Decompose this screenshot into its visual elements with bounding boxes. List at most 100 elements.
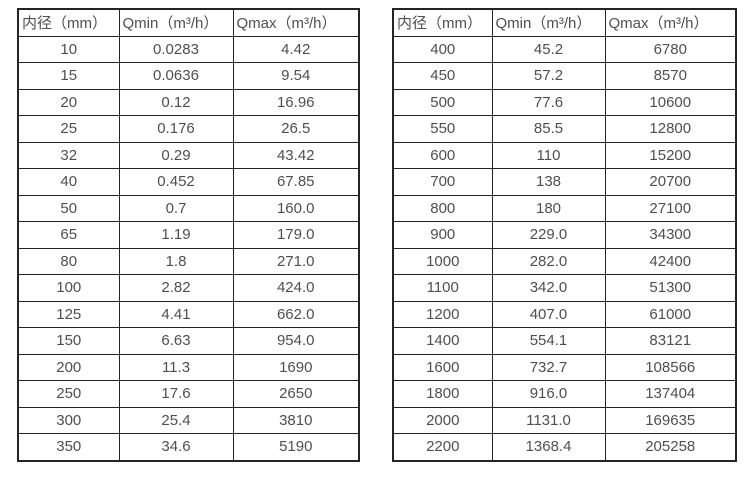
cell-qmax: 16.96 (232, 88, 360, 116)
cell-diameter: 80 (17, 247, 120, 275)
cell-qmin: 554.1 (491, 327, 606, 355)
col-header-qmin: Qmin（m³/h） (491, 8, 606, 37)
cell-qmin: 0.452 (118, 168, 234, 196)
cell-qmax: 160.0 (232, 194, 360, 222)
cell-diameter: 200 (17, 353, 120, 381)
table-row: 700 138 20700 (392, 168, 737, 196)
table-row: 2200 1368.4 205258 (392, 433, 737, 461)
table-row: 50 0.7 160.0 (17, 194, 360, 222)
cell-qmin: 4.41 (118, 300, 234, 328)
col-header-qmax: Qmax（m³/h） (232, 8, 360, 37)
col-header-qmin: Qmin（m³/h） (118, 8, 234, 37)
cell-qmin: 0.0283 (118, 35, 234, 63)
cell-qmin: 0.0636 (118, 62, 234, 90)
cell-qmax: 271.0 (232, 247, 360, 275)
cell-qmin: 34.6 (118, 433, 234, 461)
cell-qmax: 42400 (604, 247, 737, 275)
cell-qmin: 1368.4 (491, 433, 606, 461)
cell-qmax: 2650 (232, 380, 360, 408)
cell-diameter: 550 (392, 115, 493, 143)
cell-qmax: 3810 (232, 406, 360, 434)
table-row: 900 229.0 34300 (392, 221, 737, 249)
cell-qmin: 45.2 (491, 35, 606, 63)
table-row: 400 45.2 6780 (392, 35, 737, 63)
cell-qmin: 11.3 (118, 353, 234, 381)
cell-qmin: 342.0 (491, 274, 606, 302)
table-row: 2000 1131.0 169635 (392, 406, 737, 434)
cell-diameter: 2200 (392, 433, 493, 461)
cell-qmin: 0.29 (118, 141, 234, 169)
table-row: 800 180 27100 (392, 194, 737, 222)
header-row: 内径（mm） Qmin（m³/h） Qmax（m³/h） (17, 8, 360, 37)
table-row: 350 34.6 5190 (17, 433, 360, 461)
table-row: 500 77.6 10600 (392, 88, 737, 116)
cell-qmax: 179.0 (232, 221, 360, 249)
table-row: 450 57.2 8570 (392, 62, 737, 90)
table-row: 10 0.0283 4.42 (17, 35, 360, 63)
cell-qmax: 27100 (604, 194, 737, 222)
cell-qmax: 662.0 (232, 300, 360, 328)
cell-diameter: 400 (392, 35, 493, 63)
col-header-diameter: 内径（mm） (17, 8, 120, 37)
cell-diameter: 10 (17, 35, 120, 63)
table-row: 300 25.4 3810 (17, 406, 360, 434)
cell-qmax: 8570 (604, 62, 737, 90)
cell-qmax: 5190 (232, 433, 360, 461)
cell-diameter: 25 (17, 115, 120, 143)
table-row: 80 1.8 271.0 (17, 247, 360, 275)
cell-qmin: 0.7 (118, 194, 234, 222)
cell-qmin: 17.6 (118, 380, 234, 408)
cell-qmin: 2.82 (118, 274, 234, 302)
cell-diameter: 1100 (392, 274, 493, 302)
table-row: 15 0.0636 9.54 (17, 62, 360, 90)
cell-qmax: 4.42 (232, 35, 360, 63)
cell-diameter: 50 (17, 194, 120, 222)
header-row: 内径（mm） Qmin（m³/h） Qmax（m³/h） (392, 8, 737, 37)
cell-diameter: 900 (392, 221, 493, 249)
table-row: 1600 732.7 108566 (392, 353, 737, 381)
cell-qmax: 6780 (604, 35, 737, 63)
table-row: 32 0.29 43.42 (17, 141, 360, 169)
cell-qmax: 43.42 (232, 141, 360, 169)
cell-diameter: 450 (392, 62, 493, 90)
cell-qmax: 9.54 (232, 62, 360, 90)
table-row: 550 85.5 12800 (392, 115, 737, 143)
cell-qmin: 57.2 (491, 62, 606, 90)
cell-qmax: 26.5 (232, 115, 360, 143)
cell-diameter: 300 (17, 406, 120, 434)
col-header-diameter: 内径（mm） (392, 8, 493, 37)
cell-qmax: 61000 (604, 300, 737, 328)
table-row: 600 110 15200 (392, 141, 737, 169)
cell-diameter: 250 (17, 380, 120, 408)
table-row: 20 0.12 16.96 (17, 88, 360, 116)
table-row: 100 2.82 424.0 (17, 274, 360, 302)
table-row: 25 0.176 26.5 (17, 115, 360, 143)
table-row: 65 1.19 179.0 (17, 221, 360, 249)
cell-diameter: 800 (392, 194, 493, 222)
table-row: 1100 342.0 51300 (392, 274, 737, 302)
cell-qmin: 732.7 (491, 353, 606, 381)
cell-qmin: 0.12 (118, 88, 234, 116)
cell-diameter: 32 (17, 141, 120, 169)
cell-qmin: 85.5 (491, 115, 606, 143)
cell-qmin: 110 (491, 141, 606, 169)
cell-diameter: 350 (17, 433, 120, 461)
cell-qmin: 229.0 (491, 221, 606, 249)
cell-diameter: 2000 (392, 406, 493, 434)
cell-qmax: 20700 (604, 168, 737, 196)
table-row: 1200 407.0 61000 (392, 300, 737, 328)
cell-diameter: 700 (392, 168, 493, 196)
cell-qmax: 10600 (604, 88, 737, 116)
cell-qmax: 1690 (232, 353, 360, 381)
cell-diameter: 1600 (392, 353, 493, 381)
cell-qmin: 1131.0 (491, 406, 606, 434)
table-row: 1000 282.0 42400 (392, 247, 737, 275)
cell-qmax: 83121 (604, 327, 737, 355)
cell-diameter: 1400 (392, 327, 493, 355)
cell-qmin: 1.8 (118, 247, 234, 275)
cell-diameter: 125 (17, 300, 120, 328)
cell-diameter: 40 (17, 168, 120, 196)
cell-qmax: 51300 (604, 274, 737, 302)
cell-diameter: 15 (17, 62, 120, 90)
